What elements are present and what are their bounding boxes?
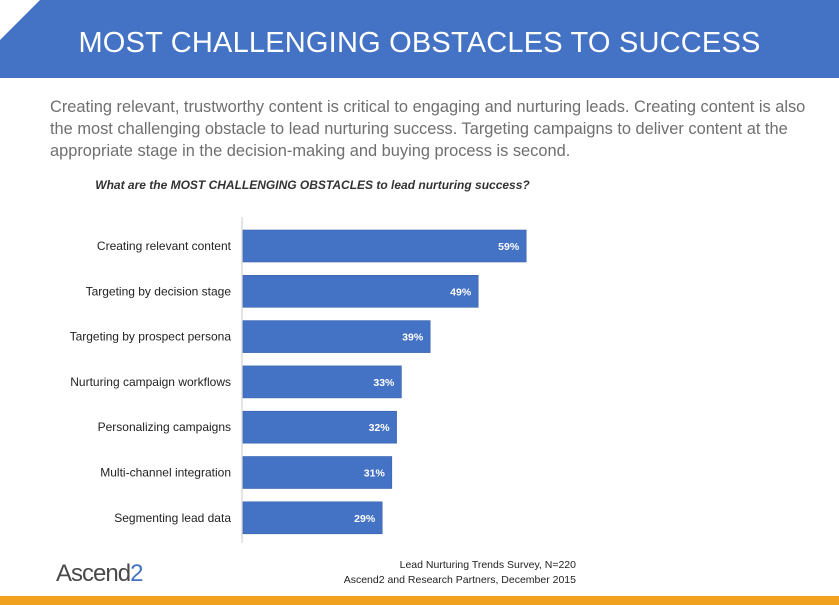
data-label: 59%	[498, 241, 520, 253]
bar	[242, 229, 527, 263]
chart-title: What are the MOST CHALLENGING OBSTACLES …	[95, 178, 530, 192]
category-label: Creating relevant content	[97, 239, 232, 253]
category-label: Segmenting lead data	[114, 511, 231, 525]
data-label: 29%	[354, 513, 376, 525]
logo-digit: 2	[130, 560, 143, 587]
bar	[242, 501, 383, 535]
banner-corner-cut	[0, 0, 40, 40]
category-label: Nurturing campaign workflows	[70, 375, 231, 389]
source-note: Lead Nurturing Trends Survey, N=220 Asce…	[300, 558, 576, 588]
page-title: MOST CHALLENGING OBSTACLES TO SUCCESS	[78, 27, 761, 59]
ascend2-logo: Ascend2	[56, 560, 143, 588]
bar	[242, 456, 393, 489]
source-line-2: Ascend2 and Research Partners, December …	[343, 574, 576, 586]
category-label: Personalizing campaigns	[98, 420, 231, 434]
data-label: 33%	[373, 377, 395, 389]
bottom-accent-bar	[0, 596, 839, 605]
data-label: 39%	[402, 332, 424, 344]
bar	[242, 320, 431, 353]
category-label: Multi-channel integration	[100, 466, 231, 480]
category-label: Targeting by prospect persona	[70, 330, 232, 344]
data-label: 31%	[364, 468, 386, 480]
bar	[242, 274, 479, 308]
bar	[242, 410, 397, 444]
data-label: 32%	[369, 422, 391, 434]
logo-text: Ascend	[56, 560, 131, 587]
category-label: Targeting by decision stage	[86, 284, 232, 298]
source-line-1: Lead Nurturing Trends Survey, N=220	[399, 559, 576, 571]
bar	[242, 365, 402, 399]
bar-chart: Creating relevant content 59% Targeting by…	[70, 217, 527, 543]
data-label: 49%	[450, 286, 472, 298]
title-banner: MOST CHALLENGING OBSTACLES TO SUCCESS	[0, 0, 839, 78]
intro-paragraph: Creating relevant, trustworthy content i…	[50, 98, 806, 160]
